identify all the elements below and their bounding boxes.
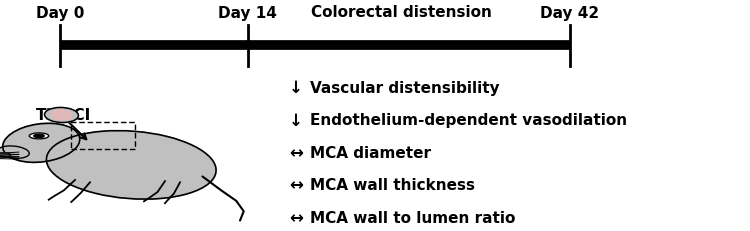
Ellipse shape bbox=[46, 131, 216, 199]
Text: ↔: ↔ bbox=[289, 143, 302, 161]
Ellipse shape bbox=[44, 108, 79, 123]
Ellipse shape bbox=[51, 110, 72, 121]
Text: Colorectal distension: Colorectal distension bbox=[310, 5, 492, 20]
Text: Day 42: Day 42 bbox=[541, 6, 599, 21]
Text: ↓: ↓ bbox=[289, 111, 302, 129]
Text: MCA wall to lumen ratio: MCA wall to lumen ratio bbox=[310, 210, 515, 225]
Text: ↔: ↔ bbox=[289, 208, 302, 226]
Text: MCA diameter: MCA diameter bbox=[310, 145, 430, 160]
Circle shape bbox=[34, 135, 44, 138]
Text: ↔: ↔ bbox=[289, 176, 302, 194]
Ellipse shape bbox=[0, 146, 29, 159]
Text: ↓: ↓ bbox=[289, 79, 302, 97]
Text: T3-SCI: T3-SCI bbox=[36, 108, 92, 123]
Text: MCA wall thickness: MCA wall thickness bbox=[310, 177, 475, 192]
Ellipse shape bbox=[0, 153, 10, 157]
Ellipse shape bbox=[3, 124, 80, 163]
Circle shape bbox=[29, 133, 49, 139]
Text: Vascular distensibility: Vascular distensibility bbox=[310, 80, 500, 95]
Text: Endothelium-dependent vasodilation: Endothelium-dependent vasodilation bbox=[310, 113, 627, 128]
Text: Day 0: Day 0 bbox=[36, 6, 84, 21]
Text: Day 14: Day 14 bbox=[218, 6, 277, 21]
